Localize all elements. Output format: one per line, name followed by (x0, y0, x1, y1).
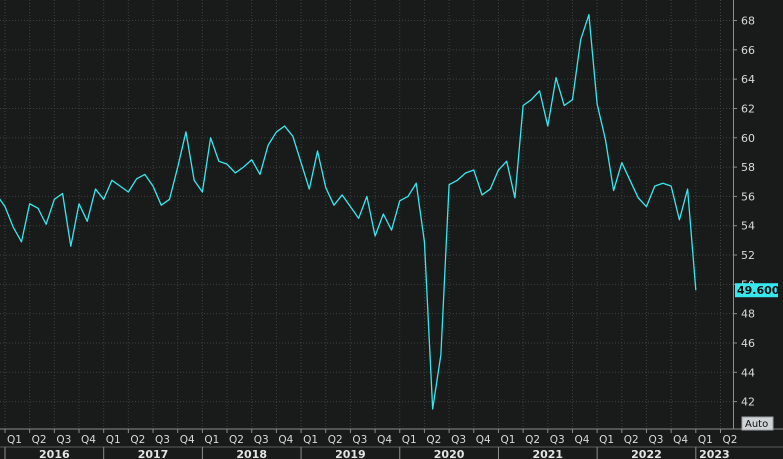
quarter-label: Q2 (525, 434, 540, 446)
quarter-label: Q2 (328, 434, 343, 446)
quarter-label: Q4 (377, 434, 392, 446)
y-tick-label: 64 (741, 73, 755, 86)
y-tick-label: 62 (741, 102, 755, 115)
y-tick-label: 66 (741, 44, 755, 57)
quarter-label: Q3 (451, 434, 466, 446)
year-label: 2022 (631, 448, 662, 459)
quarter-label: Q3 (648, 434, 663, 446)
auto-scale-label: Auto (745, 419, 768, 430)
series-layer (0, 14, 697, 410)
year-label: 2023 (699, 448, 730, 459)
year-label: 2016 (39, 448, 70, 459)
x-axis: Q1 Q2 Q3 Q4 Q1 Q2 Q3 Q4 Q1 Q2 Q3 Q4 Q1 Q2 Q3 Q4 Q1 Q2 Q3 Q4… (0, 428, 783, 459)
y-axis: 4244464850525456586062646668 (733, 0, 755, 429)
auto-scale-button[interactable] (741, 416, 774, 431)
year-label: 2019 (335, 448, 366, 459)
y-tick-label: 68 (741, 15, 755, 28)
quarter-label: Q4 (574, 434, 589, 446)
last-value-label: 49.600 (737, 284, 780, 297)
overlay-layer: 49.600 Auto (735, 283, 780, 431)
quarter-label: Q4 (476, 434, 491, 446)
quarter-label: Q4 (673, 434, 688, 446)
y-tick-label: 42 (741, 396, 755, 409)
y-tick-label: 44 (741, 366, 755, 379)
series-line (0, 14, 697, 410)
quarter-label: Q1 (303, 434, 318, 446)
quarter-label: Q3 (550, 434, 565, 446)
last-value-badge (735, 283, 778, 298)
quarter-label: Q4 (180, 434, 195, 446)
year-label: 2020 (434, 448, 465, 459)
y-tick-label: 48 (741, 308, 755, 321)
year-label: 2018 (236, 448, 267, 459)
quarter-label: Q3 (56, 434, 71, 446)
y-tick-label: 46 (741, 337, 755, 350)
quarter-label: Q1 (7, 434, 22, 446)
quarter-label: Q4 (278, 434, 293, 446)
quarter-label: Q1 (698, 434, 713, 446)
year-label: 2017 (138, 448, 169, 459)
quarter-label: Q2 (32, 434, 47, 446)
quarter-label: Q1 (402, 434, 417, 446)
quarter-label: Q2 (426, 434, 441, 446)
quarter-label: Q2 (130, 434, 145, 446)
quarter-label: Q3 (155, 434, 170, 446)
quarter-label: Q1 (599, 434, 614, 446)
quarter-label: Q1 (106, 434, 121, 446)
y-tick-label: 54 (741, 220, 755, 233)
quarter-label: Q1 (204, 434, 219, 446)
quarter-label: Q2 (624, 434, 639, 446)
quarter-label: Q4 (81, 434, 96, 446)
quarter-label: Q1 (500, 434, 515, 446)
y-tick-label: 52 (741, 249, 755, 262)
quarter-label: Q2 (723, 434, 738, 446)
quarter-label: Q3 (352, 434, 367, 446)
y-tick-label: 60 (741, 132, 755, 145)
year-label: 2021 (532, 448, 563, 459)
quarter-label: Q3 (254, 434, 269, 446)
quarter-label: Q2 (229, 434, 244, 446)
y-tick-label: 58 (741, 161, 755, 174)
y-tick-label: 56 (741, 190, 755, 203)
